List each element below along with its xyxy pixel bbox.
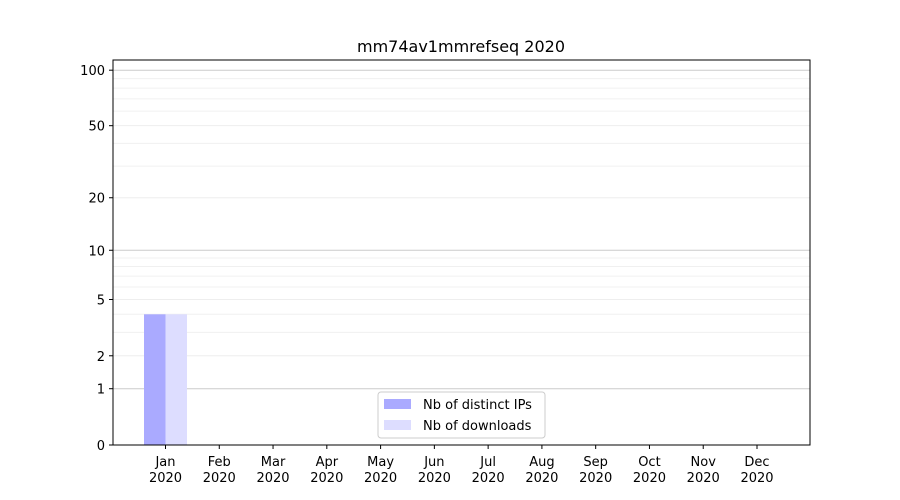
x-tick-label: Sep [583, 455, 608, 470]
y-tick-label: 0 [97, 439, 105, 454]
x-tick-label: Nov [691, 455, 717, 470]
legend: Nb of distinct IPs Nb of downloads [377, 391, 546, 439]
legend-swatch-distinct-ips [384, 399, 411, 409]
y-tick-label: 100 [80, 64, 105, 79]
x-tick-label: May [367, 455, 394, 470]
y-tick-label: 5 [97, 293, 105, 308]
x-tick-label: 2020 [310, 471, 343, 486]
x-tick-label: Jun [423, 455, 444, 470]
y-tick-label: 2 [97, 350, 105, 365]
x-tick-label: 2020 [633, 471, 666, 486]
x-tick-label: 2020 [149, 471, 182, 486]
grid [113, 69, 810, 390]
x-tick-label: 2020 [203, 471, 236, 486]
y-tick-label: 50 [88, 120, 105, 135]
bar-downloads [165, 314, 187, 445]
y-tick-label: 1 [97, 383, 105, 398]
x-tick-label: Apr [316, 455, 339, 470]
plot-frame [112, 59, 811, 446]
x-tick-label: 2020 [740, 471, 773, 486]
y-axis: 0 1 2 5 10 20 50 100 [80, 64, 113, 454]
x-tick-label: 2020 [364, 471, 397, 486]
bars [144, 314, 187, 445]
x-tick-label: 2020 [579, 471, 612, 486]
legend-label-downloads: Nb of downloads [423, 419, 532, 434]
chart-title: mm74av1mmrefseq 2020 [357, 37, 565, 56]
bar-distinct-ips [144, 314, 166, 445]
x-axis: Jan2020Feb2020Mar2020Apr2020May2020Jun20… [149, 445, 774, 486]
x-tick-label: Jan [154, 455, 175, 470]
y-tick-label: 20 [88, 192, 105, 207]
x-tick-label: Mar [261, 455, 286, 470]
x-tick-label: 2020 [525, 471, 558, 486]
legend-label-distinct-ips: Nb of distinct IPs [423, 398, 532, 413]
x-tick-label: 2020 [472, 471, 505, 486]
x-tick-label: Jul [479, 455, 496, 470]
legend-swatch-downloads [384, 420, 411, 430]
x-tick-label: 2020 [687, 471, 720, 486]
y-tick-label: 10 [88, 244, 105, 259]
x-tick-label: 2020 [256, 471, 289, 486]
legend-box [377, 391, 546, 439]
x-tick-label: Dec [744, 455, 769, 470]
x-tick-label: Oct [638, 455, 660, 470]
x-tick-label: Feb [208, 455, 231, 470]
x-tick-label: Aug [529, 455, 554, 470]
x-tick-label: 2020 [418, 471, 451, 486]
